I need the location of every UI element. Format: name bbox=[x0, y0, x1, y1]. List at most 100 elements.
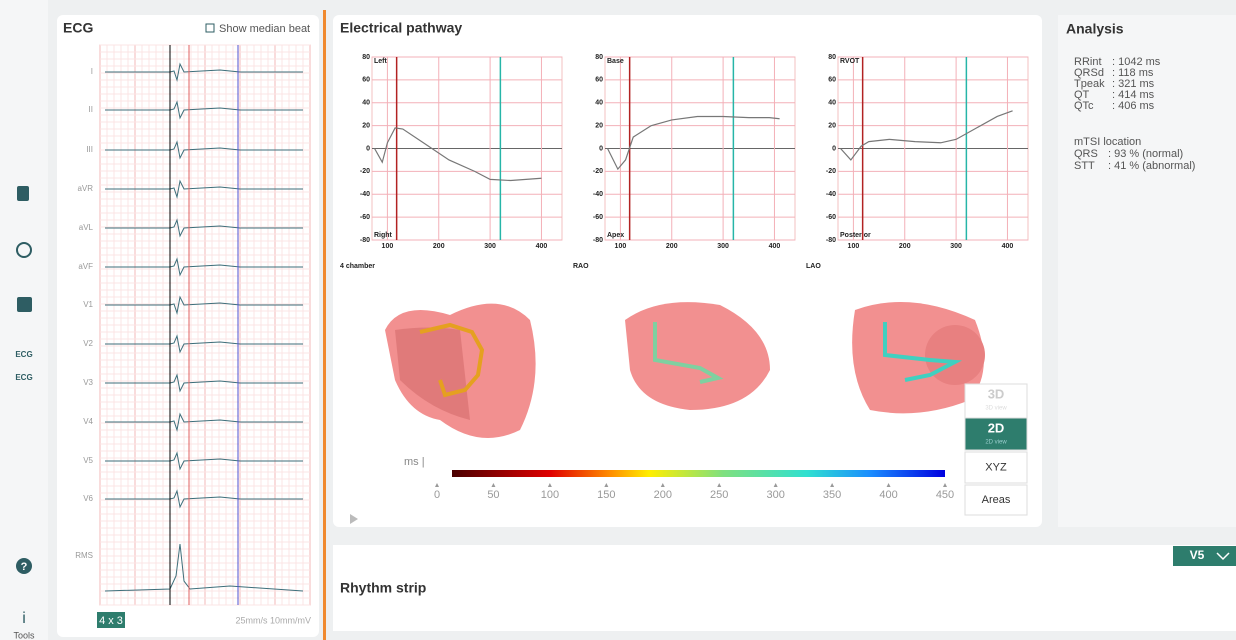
y-tick-label: -80 bbox=[593, 237, 603, 244]
bottom-label: Apex bbox=[607, 232, 624, 239]
y-tick-label: -60 bbox=[826, 214, 836, 221]
analysis-title: Analysis bbox=[1066, 21, 1124, 37]
rhythm-title: Rhythm strip bbox=[340, 580, 426, 596]
colorbar-tick-label: 0 bbox=[434, 489, 440, 501]
colorbar-tick-label: 250 bbox=[710, 489, 728, 501]
lead-label: V1 bbox=[83, 300, 93, 309]
y-tick-label: 60 bbox=[595, 77, 603, 84]
y-tick-label: 0 bbox=[366, 145, 370, 152]
mtsi-value: : 93 % (normal) bbox=[1108, 148, 1183, 160]
lead-label: V3 bbox=[83, 378, 93, 387]
help-button[interactable]: ? bbox=[21, 561, 28, 573]
x-tick-label: 300 bbox=[950, 243, 962, 250]
mtsi-title: mTSI location bbox=[1074, 136, 1141, 148]
colorbar-label: ms | bbox=[404, 456, 425, 468]
lead-label: V2 bbox=[83, 339, 93, 348]
pathway-title: Electrical pathway bbox=[340, 20, 462, 36]
top-label: RVOT bbox=[840, 58, 860, 65]
y-tick-label: 80 bbox=[828, 54, 836, 61]
view-button-sub[interactable]: 2D view bbox=[985, 440, 1007, 446]
layout-label[interactable]: 4 x 3 bbox=[99, 615, 123, 627]
lead-label: III bbox=[86, 145, 93, 154]
y-tick-label: 60 bbox=[828, 77, 836, 84]
top-label: Base bbox=[607, 58, 624, 65]
x-tick-label: 100 bbox=[382, 243, 394, 250]
view-button-sub[interactable]: 3D view bbox=[985, 406, 1007, 412]
lead-label: V4 bbox=[83, 417, 93, 426]
y-tick-label: -60 bbox=[360, 214, 370, 221]
y-tick-label: 0 bbox=[599, 145, 603, 152]
y-tick-label: -80 bbox=[826, 237, 836, 244]
lead-label: II bbox=[89, 105, 93, 114]
lead-dropdown-label[interactable]: V5 bbox=[1190, 548, 1205, 562]
y-tick-label: 0 bbox=[832, 145, 836, 152]
mtsi-value: : 41 % (abnormal) bbox=[1108, 160, 1195, 172]
view-label: RAO bbox=[573, 263, 589, 270]
y-tick-label: -60 bbox=[593, 214, 603, 221]
sidebar bbox=[0, 0, 48, 640]
bottom-label: Posterior bbox=[840, 232, 871, 239]
info-button[interactable]: i bbox=[22, 610, 26, 627]
y-tick-label: 20 bbox=[362, 122, 370, 129]
y-tick-label: 60 bbox=[362, 77, 370, 84]
y-tick-label: 80 bbox=[362, 54, 370, 61]
colorbar-tick-label: 400 bbox=[879, 489, 897, 501]
x-tick-label: 300 bbox=[717, 243, 729, 250]
mtsi-name: QRS bbox=[1074, 148, 1098, 160]
y-tick-label: -20 bbox=[826, 168, 836, 175]
median-toggle[interactable]: Show median beat bbox=[219, 23, 310, 35]
measure-name: QTc bbox=[1074, 100, 1094, 112]
y-tick-label: 40 bbox=[362, 100, 370, 107]
y-tick-label: -80 bbox=[360, 237, 370, 244]
tools-label: Tools bbox=[13, 630, 35, 640]
view-button-label[interactable]: XYZ bbox=[985, 461, 1007, 473]
app: ECG ECG ? i Tools ECG Show median beat I… bbox=[0, 0, 1236, 640]
x-tick-label: 400 bbox=[1002, 243, 1014, 250]
y-tick-label: -40 bbox=[593, 191, 603, 198]
lead-label: RMS bbox=[75, 551, 93, 560]
colorbar-tick-label: 150 bbox=[597, 489, 615, 501]
y-tick-label: 40 bbox=[828, 100, 836, 107]
view-button-label[interactable]: 2D bbox=[988, 420, 1005, 435]
x-tick-label: 100 bbox=[848, 243, 860, 250]
y-tick-label: -40 bbox=[826, 191, 836, 198]
ecg-button[interactable]: ECG bbox=[15, 350, 32, 359]
view-button-label[interactable]: Areas bbox=[982, 494, 1011, 506]
lead-label: V6 bbox=[83, 494, 93, 503]
x-tick-label: 200 bbox=[433, 243, 445, 250]
mtsi-name: STT bbox=[1074, 160, 1095, 172]
colorbar-tick-label: 450 bbox=[936, 489, 954, 501]
y-tick-label: -20 bbox=[360, 168, 370, 175]
x-tick-label: 200 bbox=[666, 243, 678, 250]
lead-label: V5 bbox=[83, 456, 93, 465]
view-label: LAO bbox=[806, 263, 821, 270]
bottom-label: Right bbox=[374, 232, 393, 239]
y-tick-label: 80 bbox=[595, 54, 603, 61]
y-tick-label: 20 bbox=[828, 122, 836, 129]
ecg-button[interactable]: ECG bbox=[15, 373, 32, 382]
colorbar-tick-label: 100 bbox=[541, 489, 559, 501]
x-tick-label: 300 bbox=[484, 243, 496, 250]
divider bbox=[323, 10, 326, 640]
y-tick-label: 20 bbox=[595, 122, 603, 129]
lead-label: aVR bbox=[77, 184, 93, 193]
ecg-title: ECG bbox=[63, 20, 93, 36]
colorbar-tick-label: 200 bbox=[654, 489, 672, 501]
colorbar bbox=[452, 470, 945, 477]
scale-label: 25mm/s 10mm/mV bbox=[235, 615, 311, 625]
lead-label: aVF bbox=[78, 262, 93, 271]
y-tick-label: 40 bbox=[595, 100, 603, 107]
y-tick-label: -40 bbox=[360, 191, 370, 198]
rhythm-panel bbox=[333, 545, 1236, 631]
y-tick-label: -20 bbox=[593, 168, 603, 175]
colorbar-tick-label: 350 bbox=[823, 489, 841, 501]
colorbar-tick-label: 300 bbox=[766, 489, 784, 501]
x-tick-label: 200 bbox=[899, 243, 911, 250]
measure-value: : 406 ms bbox=[1112, 100, 1155, 112]
x-tick-label: 100 bbox=[615, 243, 627, 250]
top-label: Left bbox=[374, 58, 388, 65]
colorbar-tick-label: 50 bbox=[487, 489, 499, 501]
x-tick-label: 400 bbox=[536, 243, 548, 250]
view-button-label[interactable]: 3D bbox=[988, 386, 1005, 401]
